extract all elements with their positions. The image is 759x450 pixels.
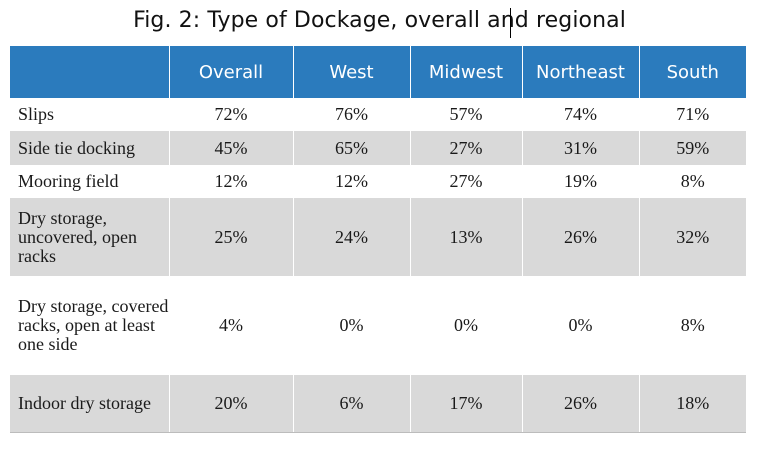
cell-northeast: 26% bbox=[521, 198, 639, 276]
table-row: Dry storage, uncovered, open racks 25% 2… bbox=[10, 198, 746, 276]
cell-midwest: 0% bbox=[409, 276, 522, 375]
cell-west: 0% bbox=[292, 276, 410, 375]
row-label: Indoor dry storage bbox=[10, 375, 169, 433]
cell-south: 18% bbox=[638, 375, 746, 433]
cell-west: 12% bbox=[292, 165, 410, 198]
header-cell-west: West bbox=[292, 46, 410, 98]
cell-south: 8% bbox=[638, 165, 746, 198]
cell-west: 6% bbox=[292, 375, 410, 433]
cell-south: 8% bbox=[638, 276, 746, 375]
cell-south: 32% bbox=[638, 198, 746, 276]
cell-west: 65% bbox=[292, 131, 410, 165]
cell-northeast: 19% bbox=[521, 165, 639, 198]
cell-west: 76% bbox=[292, 98, 410, 131]
cell-midwest: 57% bbox=[409, 98, 522, 131]
table-row: Dry storage, covered racks, open at leas… bbox=[10, 276, 746, 375]
header-cell-empty bbox=[10, 46, 169, 98]
cell-midwest: 13% bbox=[409, 198, 522, 276]
header-cell-overall: Overall bbox=[168, 46, 293, 98]
header-cell-south: South bbox=[638, 46, 746, 98]
cell-overall: 72% bbox=[168, 98, 293, 131]
header-cell-midwest: Midwest bbox=[409, 46, 522, 98]
cell-midwest: 27% bbox=[409, 165, 522, 198]
figure-title: Fig. 2: Type of Dockage, overall and reg… bbox=[133, 8, 626, 33]
cell-south: 59% bbox=[638, 131, 746, 165]
cell-overall: 25% bbox=[168, 198, 293, 276]
cell-midwest: 27% bbox=[409, 131, 522, 165]
table-row: Slips 72% 76% 57% 74% 71% bbox=[10, 98, 746, 131]
header-row: Overall West Midwest Northeast South bbox=[10, 46, 746, 98]
cell-overall: 4% bbox=[168, 276, 293, 375]
row-label: Mooring field bbox=[10, 165, 169, 198]
cell-overall: 12% bbox=[168, 165, 293, 198]
row-label: Dry storage, covered racks, open at leas… bbox=[10, 276, 169, 375]
cell-northeast: 0% bbox=[521, 276, 639, 375]
header-cell-northeast: Northeast bbox=[521, 46, 639, 98]
table-row: Indoor dry storage 20% 6% 17% 26% 18% bbox=[10, 375, 746, 433]
cell-west: 24% bbox=[292, 198, 410, 276]
row-label: Side tie docking bbox=[10, 131, 169, 165]
dockage-table: Overall West Midwest Northeast South Sli… bbox=[10, 46, 746, 433]
table-row: Mooring field 12% 12% 27% 19% 8% bbox=[10, 165, 746, 198]
cell-northeast: 74% bbox=[521, 98, 639, 131]
cell-overall: 45% bbox=[168, 131, 293, 165]
cell-northeast: 26% bbox=[521, 375, 639, 433]
cell-overall: 20% bbox=[168, 375, 293, 433]
row-label: Slips bbox=[10, 98, 169, 131]
cell-south: 71% bbox=[638, 98, 746, 131]
cell-midwest: 17% bbox=[409, 375, 522, 433]
text-cursor bbox=[510, 8, 511, 38]
cell-northeast: 31% bbox=[521, 131, 639, 165]
table-row: Side tie docking 45% 65% 27% 31% 59% bbox=[10, 131, 746, 165]
row-label: Dry storage, uncovered, open racks bbox=[10, 198, 169, 276]
